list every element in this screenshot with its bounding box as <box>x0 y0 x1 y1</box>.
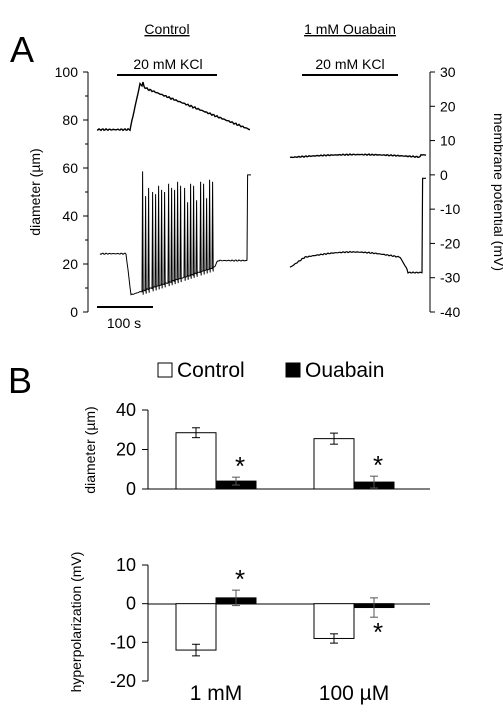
hyperpolarization-bar-control <box>175 603 217 651</box>
right-tick-label: -10 <box>440 201 460 217</box>
right-tick-label: 20 <box>440 98 456 114</box>
left-axis: 0 20 40 60 80 100 <box>55 64 89 320</box>
panel-b-letter: B <box>8 360 32 401</box>
diameter-axis-label: diameter (µm) <box>82 406 98 493</box>
diameter-tick-label: 0 <box>126 479 136 499</box>
trace-ouabain-membrane-potential <box>289 177 426 274</box>
right-axis-label: membrane potential (mV) <box>491 113 503 271</box>
ouabain-title: 1 mM Ouabain <box>304 21 396 37</box>
left-tick-label: 60 <box>62 160 78 176</box>
diameter-bar-chart: 0 20 40 * * <box>116 400 430 499</box>
kcl-label-control: 20 mM KCl <box>133 56 202 72</box>
right-tick-label: -30 <box>440 270 460 286</box>
diameter-significance-mark: * <box>235 451 245 481</box>
hyperpolarization-axis-label: hyperpolarization (mV) <box>68 552 84 693</box>
diameter-tick-label: 40 <box>116 400 136 420</box>
hyperpolarization-bar-chart: 10 0 -10 -20 * * <box>110 555 430 691</box>
hyperpolarization-error-bar <box>192 643 200 657</box>
hyperpolarization-error-bar <box>232 589 240 607</box>
legend-control-swatch <box>157 362 173 378</box>
trace-control-diameter <box>96 81 250 132</box>
diameter-significance-mark: * <box>373 450 383 480</box>
legend-ouabain-label: Ouabain <box>305 359 384 382</box>
left-axis-label: diameter (µm) <box>27 148 43 235</box>
hyperpolarization-significance-mark: * <box>373 617 383 647</box>
diameter-error-bar <box>232 476 240 486</box>
panel-a-letter: A <box>10 29 34 70</box>
hyperpolarization-error-bar <box>370 597 378 618</box>
trace-ouabain-diameter <box>289 153 427 159</box>
left-tick-label: 0 <box>70 304 78 320</box>
left-tick-label: 40 <box>62 208 78 224</box>
category-label-100um: 100 µM <box>319 682 389 705</box>
hyperpolarization-significance-mark: * <box>235 564 245 594</box>
hyperpolarization-error-bar <box>330 633 338 644</box>
legend: Control Ouabain <box>157 359 384 382</box>
hyperpolarization-tick-label: -10 <box>110 632 136 652</box>
kcl-label-ouabain: 20 mM KCl <box>315 56 384 72</box>
right-tick-label: 0 <box>440 167 448 183</box>
left-tick-label: 100 <box>55 64 79 80</box>
diameter-error-bar <box>192 427 200 439</box>
diameter-tick-label: 20 <box>116 440 136 460</box>
hyperpolarization-tick-label: 10 <box>116 555 136 575</box>
right-tick-label: 10 <box>440 133 456 149</box>
trace-control-membrane-potential <box>99 171 251 296</box>
right-tick-label: -40 <box>440 304 460 320</box>
control-title: Control <box>144 21 189 37</box>
diameter-error-bar <box>370 475 378 489</box>
hyperpolarization-tick-label: 0 <box>126 594 136 614</box>
legend-ouabain-swatch <box>285 362 301 378</box>
diameter-error-bar <box>330 432 338 445</box>
hyperpolarization-tick-label: -20 <box>110 671 136 691</box>
category-label-1mm: 1 mM <box>190 682 243 705</box>
right-tick-label: -20 <box>440 235 460 251</box>
right-tick-label: 30 <box>440 64 456 80</box>
left-tick-label: 80 <box>62 112 78 128</box>
legend-control-label: Control <box>177 359 245 382</box>
right-axis: -40 -30 -20 -10 0 10 20 30 <box>429 64 460 320</box>
left-tick-label: 20 <box>62 256 78 272</box>
hyperpolarization-bar-control <box>313 603 355 639</box>
diameter-bar-control <box>313 438 355 490</box>
diameter-bar-control <box>175 432 217 490</box>
time-scale-label: 100 s <box>107 315 141 331</box>
